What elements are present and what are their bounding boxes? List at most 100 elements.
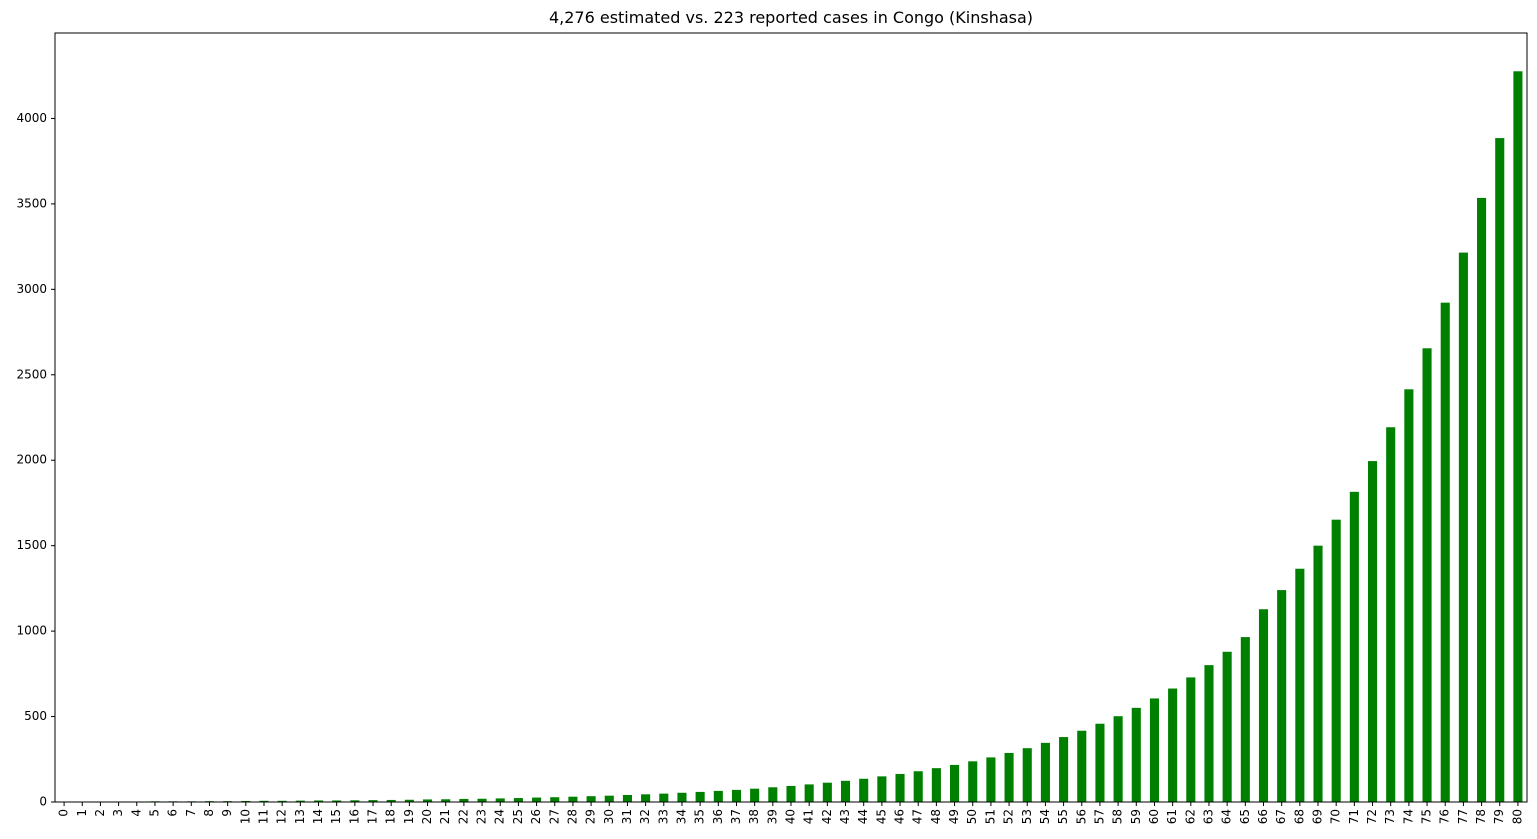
x-tick-label: 79	[1492, 809, 1506, 824]
x-tick-label: 47	[911, 809, 925, 824]
x-tick-label: 37	[729, 809, 743, 824]
x-tick-label: 44	[856, 809, 870, 824]
bar-44	[859, 778, 869, 802]
x-tick-label: 4	[129, 809, 143, 817]
bar-34	[677, 792, 687, 802]
x-tick-label: 18	[384, 809, 398, 824]
x-tick-label: 13	[293, 809, 307, 824]
bar-39	[768, 787, 778, 802]
x-tick-label: 19	[402, 809, 416, 824]
x-tick-label: 17	[366, 809, 380, 824]
bar-14	[313, 800, 324, 802]
x-tick-label: 50	[965, 809, 979, 824]
x-tick-label: 63	[1201, 809, 1215, 824]
x-tick-label: 67	[1274, 809, 1288, 824]
bar-80	[1513, 71, 1523, 802]
y-tick-label: 1000	[16, 624, 47, 638]
x-tick-label: 5	[147, 809, 161, 817]
bar-79	[1495, 138, 1505, 803]
bar-68	[1295, 568, 1305, 802]
bar-69	[1313, 545, 1323, 802]
bar-29	[586, 796, 596, 802]
x-tick-label: 70	[1329, 809, 1343, 824]
x-tick-label: 36	[711, 809, 725, 824]
x-tick-label: 61	[1165, 809, 1179, 824]
bar-48	[931, 768, 941, 802]
x-tick-label: 52	[1002, 809, 1016, 824]
x-tick-label: 7	[184, 809, 198, 817]
y-tick-label: 3000	[16, 282, 47, 296]
bar-13	[295, 800, 305, 802]
x-tick-label: 30	[602, 809, 616, 824]
x-tick-label: 39	[765, 809, 779, 824]
x-tick-label: 28	[565, 809, 579, 824]
y-tick-label: 500	[24, 709, 47, 723]
x-tick-label: 59	[1129, 809, 1143, 824]
bar-26	[532, 797, 542, 802]
bar-49	[950, 764, 960, 802]
x-tick-label: 22	[456, 809, 470, 824]
y-tick-label: 4000	[16, 111, 47, 125]
bar-64	[1222, 651, 1232, 802]
bar-46	[895, 773, 905, 802]
x-tick-label: 32	[638, 809, 652, 824]
bar-33	[659, 793, 669, 802]
bar-37	[731, 789, 742, 802]
bar-20	[423, 799, 433, 802]
bar-18	[386, 799, 396, 802]
bar-75	[1422, 348, 1432, 802]
x-tick-label: 75	[1420, 809, 1434, 824]
bar-73	[1386, 427, 1396, 802]
x-tick-label: 56	[1074, 809, 1088, 824]
x-tick-label: 57	[1092, 809, 1106, 824]
y-tick-label: 2500	[16, 367, 47, 381]
bar-25	[513, 798, 523, 802]
x-tick-label: 3	[111, 809, 125, 817]
bar-78	[1477, 197, 1487, 802]
bars-group	[59, 71, 1523, 803]
x-tick-label: 0	[57, 809, 71, 817]
x-tick-label: 54	[1038, 809, 1052, 824]
bar-66	[1258, 609, 1269, 802]
x-tick-label: 40	[784, 809, 798, 824]
x-tick-label: 76	[1438, 809, 1452, 824]
x-tick-label: 60	[1147, 809, 1161, 824]
x-tick-label: 49	[947, 809, 961, 824]
chart-title: 4,276 estimated vs. 223 reported cases i…	[549, 8, 1033, 27]
bar-51	[986, 757, 996, 802]
bar-47	[913, 771, 923, 802]
x-tick-label: 29	[584, 809, 598, 824]
bar-55	[1059, 737, 1069, 802]
bar-67	[1277, 590, 1287, 802]
x-tick-label: 35	[693, 809, 707, 824]
x-tick-label: 26	[529, 809, 543, 824]
bar-61	[1168, 688, 1178, 802]
x-tick-label: 65	[1238, 809, 1252, 824]
bar-27	[550, 797, 560, 802]
bar-22	[459, 798, 469, 802]
bar-12	[277, 800, 287, 802]
x-tick-label: 23	[475, 809, 489, 824]
x-tick-label: 25	[511, 809, 525, 824]
x-tick-label: 45	[874, 809, 888, 824]
bar-71	[1349, 491, 1359, 802]
x-tick-label: 11	[256, 809, 270, 824]
bar-58	[1113, 716, 1123, 802]
x-tick-label: 20	[420, 809, 434, 824]
bar-16	[350, 800, 360, 802]
x-tick-label: 72	[1365, 809, 1379, 824]
bar-17	[368, 800, 378, 802]
x-tick-label: 2	[93, 809, 107, 817]
bar-65	[1240, 637, 1250, 802]
x-tick-label: 62	[1183, 809, 1197, 824]
x-tick-label: 58	[1111, 809, 1125, 824]
plot-frame	[54, 32, 1528, 803]
bar-53	[1022, 748, 1032, 802]
bar-60	[1149, 698, 1159, 802]
x-tick-label: 42	[820, 809, 834, 824]
bar-59	[1131, 707, 1141, 802]
bar-11	[259, 800, 269, 802]
bar-74	[1404, 389, 1414, 802]
bar-15	[332, 800, 342, 802]
